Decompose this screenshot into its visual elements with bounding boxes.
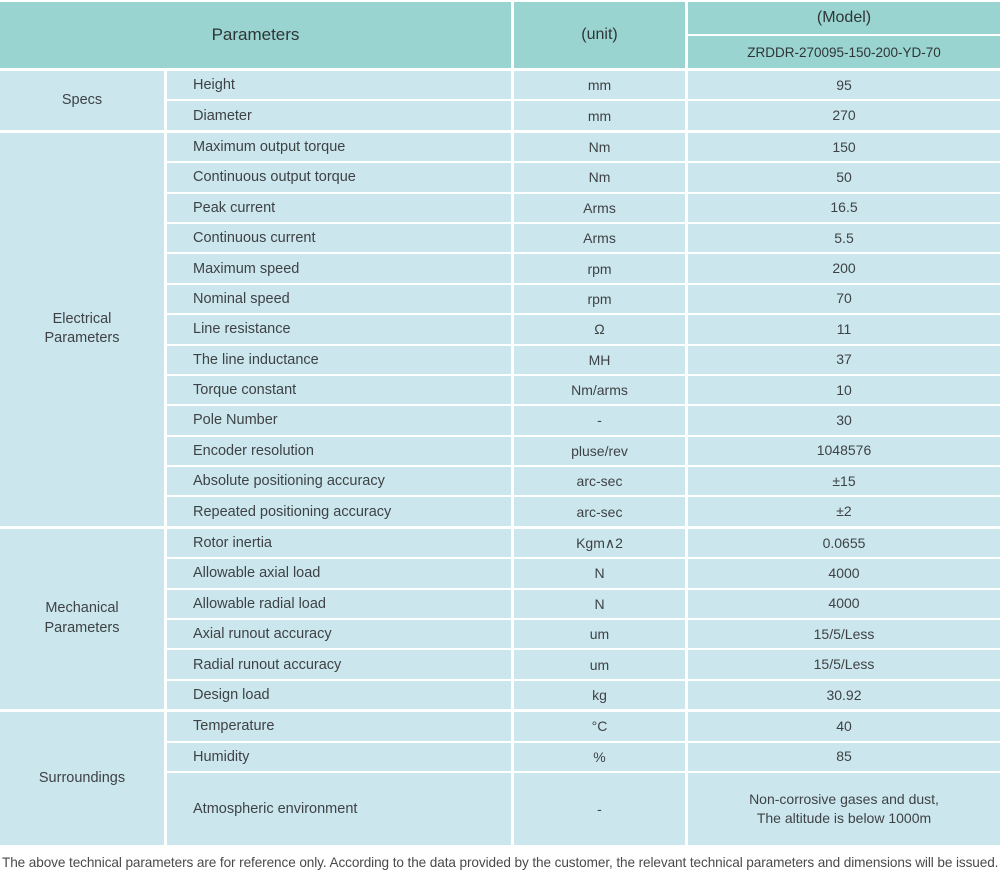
unit-cell: Nm/arms (514, 375, 685, 405)
value-cell: 10 (688, 375, 1000, 405)
param-name: Rotor inertia (167, 528, 511, 558)
value-cell: 15/5/Less (688, 620, 1000, 649)
param-name: Design load (167, 680, 511, 710)
unit-header: (unit) (514, 2, 685, 68)
param-name: Maximum speed (167, 254, 511, 283)
value-cell: 200 (688, 254, 1000, 283)
parameter-section: Surroundings Temperature °C 40 Humidity% 85 At… (0, 712, 1000, 846)
param-name: The line inductance (167, 345, 511, 374)
parameter-section: Electrical Parameters Maximum output torq… (0, 132, 1000, 526)
unit-cell: - (514, 772, 685, 846)
unit-cell: rpm (514, 284, 685, 314)
value-cell: 37 (688, 345, 1000, 374)
section-label: Mechanical Parameters (0, 528, 164, 710)
value-cell: 270 (688, 101, 1000, 130)
param-name: Repeated positioning accuracy (167, 497, 511, 526)
value-cell: 95 (688, 71, 1000, 100)
param-name: Nominal speed (167, 284, 511, 314)
unit-cell: Nm (514, 132, 685, 162)
unit-cell: Ω (514, 315, 685, 344)
value-cell: 30.92 (688, 680, 1000, 710)
value-cell: 30 (688, 406, 1000, 435)
value-cell: ±15 (688, 467, 1000, 496)
value-cell: 4000 (688, 589, 1000, 619)
unit-cell: kg (514, 680, 685, 710)
param-name: Absolute positioning accuracy (167, 467, 511, 496)
param-name: Humidity (167, 742, 511, 771)
section-label: Specs (0, 71, 164, 130)
section-label: Surroundings (0, 712, 164, 846)
model-header: (Model) (688, 2, 1000, 34)
param-name: Torque constant (167, 375, 511, 405)
value-cell: 5.5 (688, 223, 1000, 253)
value-cell: 11 (688, 315, 1000, 344)
value-cell: 70 (688, 284, 1000, 314)
param-name: Encoder resolution (167, 436, 511, 466)
unit-cell: Nm (514, 163, 685, 192)
value-cell: 50 (688, 163, 1000, 192)
unit-cell: % (514, 742, 685, 771)
unit-cell: arc-sec (514, 497, 685, 526)
unit-cell: rpm (514, 254, 685, 283)
param-name: Pole Number (167, 406, 511, 435)
section-label: Electrical Parameters (0, 132, 164, 526)
unit-cell: arc-sec (514, 467, 685, 496)
unit-cell: um (514, 620, 685, 649)
footer-note: The above technical parameters are for r… (2, 855, 999, 871)
value-cell: 4000 (688, 559, 1000, 588)
unit-cell: mm (514, 71, 685, 100)
param-name: Continuous current (167, 223, 511, 253)
unit-cell: MH (514, 345, 685, 374)
parameters-header: Parameters (0, 2, 511, 68)
value-cell: 150 (688, 132, 1000, 162)
param-name: Atmospheric environment (167, 772, 511, 846)
value-cell: 15/5/Less (688, 650, 1000, 679)
param-name: Allowable radial load (167, 589, 511, 619)
unit-cell: Arms (514, 223, 685, 253)
param-name: Axial runout accuracy (167, 620, 511, 649)
param-name: Radial runout accuracy (167, 650, 511, 679)
model-number: ZRDDR-270095-150-200-YD-70 (688, 36, 1000, 68)
param-name: Peak current (167, 193, 511, 222)
param-name: Maximum output torque (167, 132, 511, 162)
unit-cell: N (514, 589, 685, 619)
param-name: Temperature (167, 712, 511, 741)
param-name: Allowable axial load (167, 559, 511, 588)
value-cell: 1048576 (688, 436, 1000, 466)
unit-cell: um (514, 650, 685, 679)
table-body: Specs Height mm 95 Diameter mm 270 Electrical P… (0, 71, 1000, 846)
param-name: Line resistance (167, 315, 511, 344)
unit-cell: pluse/rev (514, 436, 685, 466)
value-cell: ±2 (688, 497, 1000, 526)
unit-cell: Arms (514, 193, 685, 222)
table-header: Parameters (unit) (Model) ZRDDR-270095-1… (0, 2, 1000, 68)
param-name: Continuous output torque (167, 163, 511, 192)
unit-cell: °C (514, 712, 685, 741)
value-cell: 85 (688, 742, 1000, 771)
value-cell: 40 (688, 712, 1000, 741)
parameter-section: Specs Height mm 95 Diameter mm 270 (0, 71, 1000, 130)
unit-cell: Kgm∧2 (514, 528, 685, 558)
param-name: Diameter (167, 101, 511, 130)
value-cell: 16.5 (688, 193, 1000, 222)
value-cell: Non-corrosive gases and dust, The altitu… (688, 772, 1000, 846)
value-cell: 0.0655 (688, 528, 1000, 558)
unit-cell: N (514, 559, 685, 588)
parameter-section: Mechanical Parameters Rotor inertia Kgm∧2 0… (0, 528, 1000, 710)
unit-cell: mm (514, 101, 685, 130)
param-name: Height (167, 71, 511, 100)
unit-cell: - (514, 406, 685, 435)
